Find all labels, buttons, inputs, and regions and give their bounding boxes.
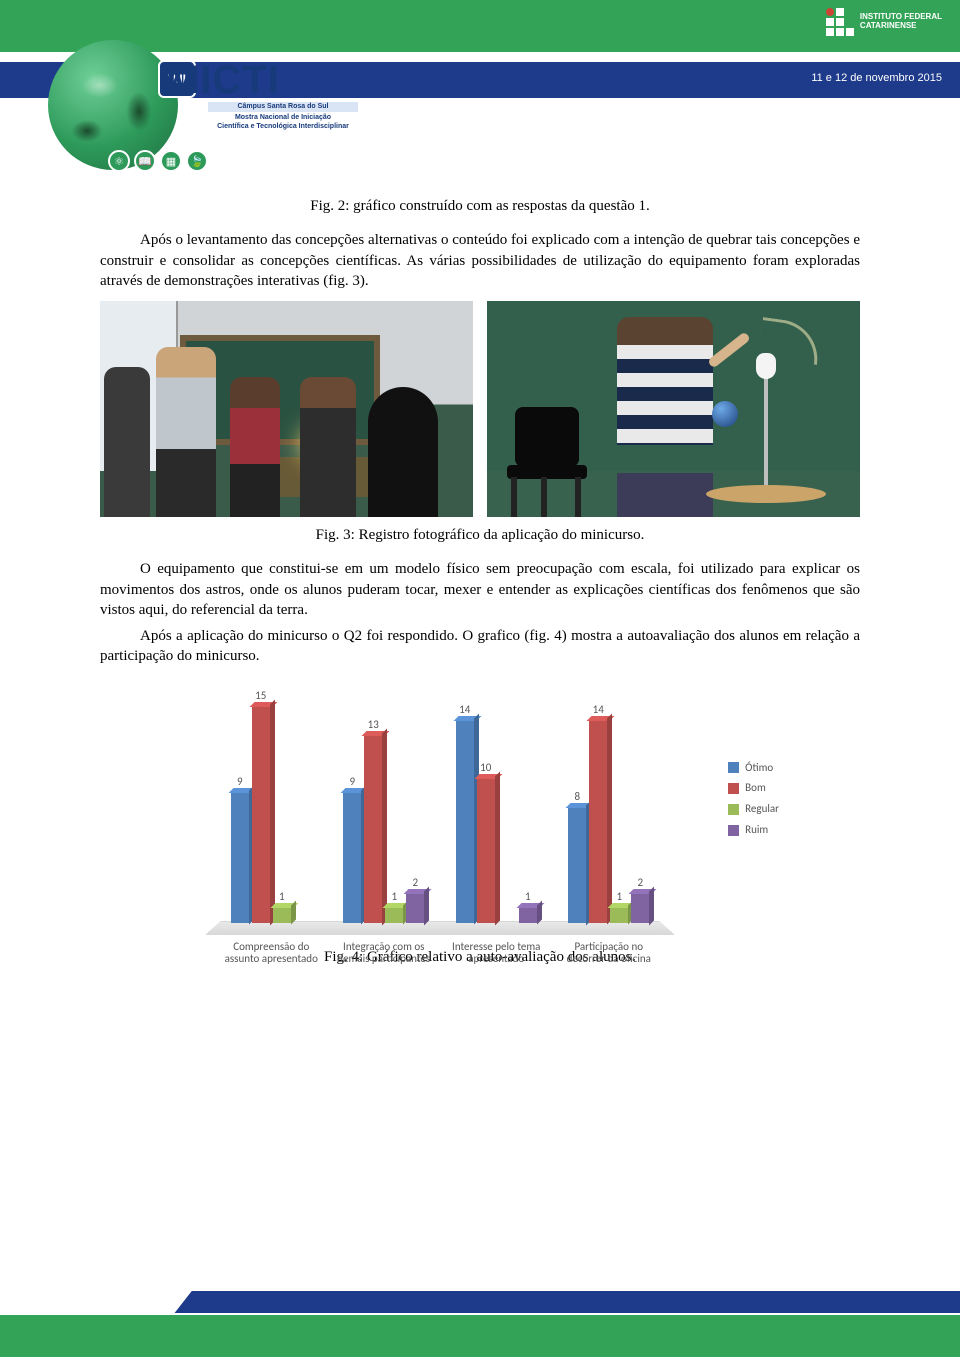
page-content: Fig. 2: gráfico construído com as respos… bbox=[0, 168, 960, 967]
chart-bar: 2 bbox=[406, 894, 424, 923]
chart-bar: 10 bbox=[477, 779, 495, 923]
institute-text: INSTITUTO FEDERAL CATARINENSE bbox=[860, 13, 942, 31]
paragraph-1: Após o levantamento das concepções alter… bbox=[100, 230, 860, 291]
bar-value-label: 1 bbox=[385, 890, 403, 905]
chart-bar: 1 bbox=[519, 908, 537, 922]
event-sub-line2: Científica e Tecnológica Interdisciplina… bbox=[208, 123, 358, 131]
bar-value-label: 15 bbox=[252, 689, 270, 704]
photo-classroom-left bbox=[100, 301, 473, 517]
institute-line2: CATARINENSE bbox=[860, 22, 942, 31]
paragraph-3: Após a aplicação do minicurso o Q2 foi r… bbox=[100, 626, 860, 667]
event-sub-line1: Mostra Nacional de Iniciação bbox=[208, 114, 358, 122]
bar-value-label: 14 bbox=[589, 703, 607, 718]
legend-label: Ótimo bbox=[745, 761, 773, 776]
event-date: 11 e 12 de novembro 2015 bbox=[811, 72, 942, 84]
chart-bar: 1 bbox=[385, 908, 403, 922]
chart-plot-area: 9151Compreensão do assunto apresentado91… bbox=[215, 685, 665, 935]
bar-value-label: 1 bbox=[273, 890, 291, 905]
legend-label: Regular bbox=[745, 802, 779, 817]
bar-value-label: 2 bbox=[406, 876, 424, 891]
atom-icon: ⚛ bbox=[108, 150, 130, 172]
fig2-caption: Fig. 2: gráfico construído com as respos… bbox=[100, 196, 860, 216]
book-icon: 📖 bbox=[134, 150, 156, 172]
photo-row bbox=[100, 301, 860, 517]
bar-value-label: 9 bbox=[231, 775, 249, 790]
bar-value-label: 2 bbox=[631, 876, 649, 891]
fig3-caption: Fig. 3: Registro fotográfico da aplicaçã… bbox=[100, 525, 860, 545]
chart-bar: 9 bbox=[231, 793, 249, 922]
chart-bar: 15 bbox=[252, 707, 270, 923]
legend-swatch bbox=[728, 804, 739, 815]
photo-classroom-right bbox=[487, 301, 860, 517]
bar-value-label: 14 bbox=[456, 703, 474, 718]
event-subtitle: Câmpus Santa Rosa do Sul Mostra Nacional… bbox=[208, 102, 358, 131]
paragraph-2: O equipamento que constitui-se em um mod… bbox=[100, 559, 860, 620]
legend-label: Ruim bbox=[745, 823, 768, 838]
chart-bar: 8 bbox=[568, 808, 586, 923]
chart-bar: 14 bbox=[589, 721, 607, 922]
chart-bar: 2 bbox=[631, 894, 649, 923]
leaf-icon: 🍃 bbox=[186, 150, 208, 172]
legend-label: Bom bbox=[745, 781, 766, 796]
footer-blue-stripe bbox=[173, 1291, 960, 1315]
legend-item: Regular bbox=[728, 802, 779, 817]
bar-value-label: 8 bbox=[568, 790, 586, 805]
legend-swatch bbox=[728, 783, 739, 794]
chart-floor bbox=[205, 921, 675, 935]
chart-category-label: Participação no decorrer da oficina bbox=[560, 941, 657, 966]
calc-icon: ▦ bbox=[160, 150, 182, 172]
orbit-icons-row: ⚛ 📖 ▦ 🍃 bbox=[108, 150, 208, 172]
institute-logo: INSTITUTO FEDERAL CATARINENSE bbox=[826, 8, 942, 36]
bar-value-label: 10 bbox=[477, 761, 495, 776]
chart-bar: 13 bbox=[364, 736, 382, 923]
legend-swatch bbox=[728, 762, 739, 773]
chart-category-label: Interesse pelo tema apresentado bbox=[448, 941, 545, 966]
legend-item: Bom bbox=[728, 781, 779, 796]
chart-bar: 14 bbox=[456, 721, 474, 922]
event-title: MICTI bbox=[166, 58, 280, 103]
chart-bar: 9 bbox=[343, 793, 361, 922]
chart-legend: Ótimo Bom Regular Ruim bbox=[728, 755, 779, 844]
bar-value-label: 1 bbox=[519, 890, 537, 905]
fig4-chart: 9151Compreensão do assunto apresentado91… bbox=[185, 685, 775, 935]
chart-bar: 1 bbox=[610, 908, 628, 922]
bar-value-label: 1 bbox=[610, 890, 628, 905]
bar-value-label: 9 bbox=[343, 775, 361, 790]
chart-category-label: Compreensão do assunto apresentado bbox=[223, 941, 320, 966]
chart-bar: 1 bbox=[273, 908, 291, 922]
legend-item: Ótimo bbox=[728, 761, 779, 776]
legend-item: Ruim bbox=[728, 823, 779, 838]
chart-category-label: Integração com os demais participantes bbox=[335, 941, 432, 966]
legend-swatch bbox=[728, 825, 739, 836]
bar-value-label: 13 bbox=[364, 718, 382, 733]
footer-green-band bbox=[0, 1315, 960, 1357]
event-logo: VIII MICTI Câmpus Santa Rosa do Sul Most… bbox=[48, 40, 318, 170]
if-logo-squares bbox=[826, 8, 854, 36]
page-footer bbox=[0, 1291, 960, 1357]
campus-label: Câmpus Santa Rosa do Sul bbox=[208, 102, 358, 112]
